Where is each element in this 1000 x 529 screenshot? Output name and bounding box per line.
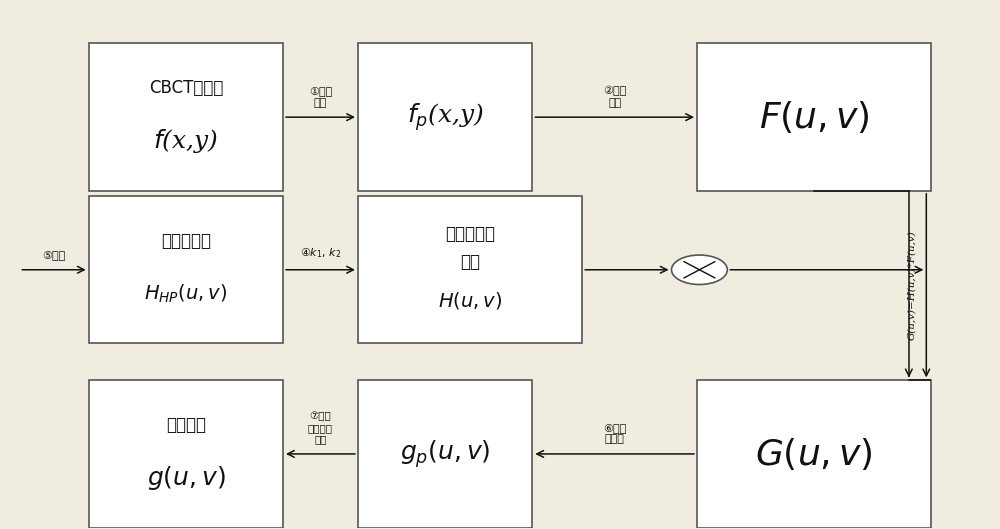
Circle shape [672,255,727,285]
Text: 高频强调滤: 高频强调滤 [445,225,495,243]
FancyBboxPatch shape [89,380,283,527]
Text: ⑦提取
左上象限
区域: ⑦提取 左上象限 区域 [308,411,333,444]
Text: $f_p$(x,y): $f_p$(x,y) [407,102,484,133]
Text: 高频滤波器: 高频滤波器 [161,232,211,250]
Text: ①扩展
填充: ①扩展 填充 [309,86,332,108]
Text: 波器: 波器 [460,253,480,271]
FancyBboxPatch shape [697,380,931,527]
FancyBboxPatch shape [89,196,283,343]
FancyBboxPatch shape [358,43,532,191]
FancyBboxPatch shape [89,43,283,191]
Text: G(u,v)=H(u,v)*F(u,v): G(u,v)=H(u,v)*F(u,v) [907,231,916,341]
FancyBboxPatch shape [358,196,582,343]
Text: $f$(x,y): $f$(x,y) [153,127,219,155]
Text: ②频域
变换: ②频域 变换 [603,86,626,108]
Text: $H_{HP}(u,v)$: $H_{HP}(u,v)$ [144,282,227,305]
Text: ⑤半径: ⑤半径 [42,250,66,260]
FancyBboxPatch shape [358,380,532,527]
Text: $g_p(u,v)$: $g_p(u,v)$ [400,438,490,470]
Text: $g(u,v)$: $g(u,v)$ [147,463,225,491]
Text: $G(u,v)$: $G(u,v)$ [755,436,873,472]
Text: ⑥频域
反变换: ⑥频域 反变换 [603,423,626,444]
Text: ④$k_1$, $k_2$: ④$k_1$, $k_2$ [300,247,341,260]
Text: $H(u,v)$: $H(u,v)$ [438,290,502,311]
Text: 锐化增强: 锐化增强 [166,416,206,434]
Text: CBCT全景图: CBCT全景图 [149,79,223,97]
Text: $F(u,v)$: $F(u,v)$ [759,99,869,135]
FancyBboxPatch shape [697,43,931,191]
